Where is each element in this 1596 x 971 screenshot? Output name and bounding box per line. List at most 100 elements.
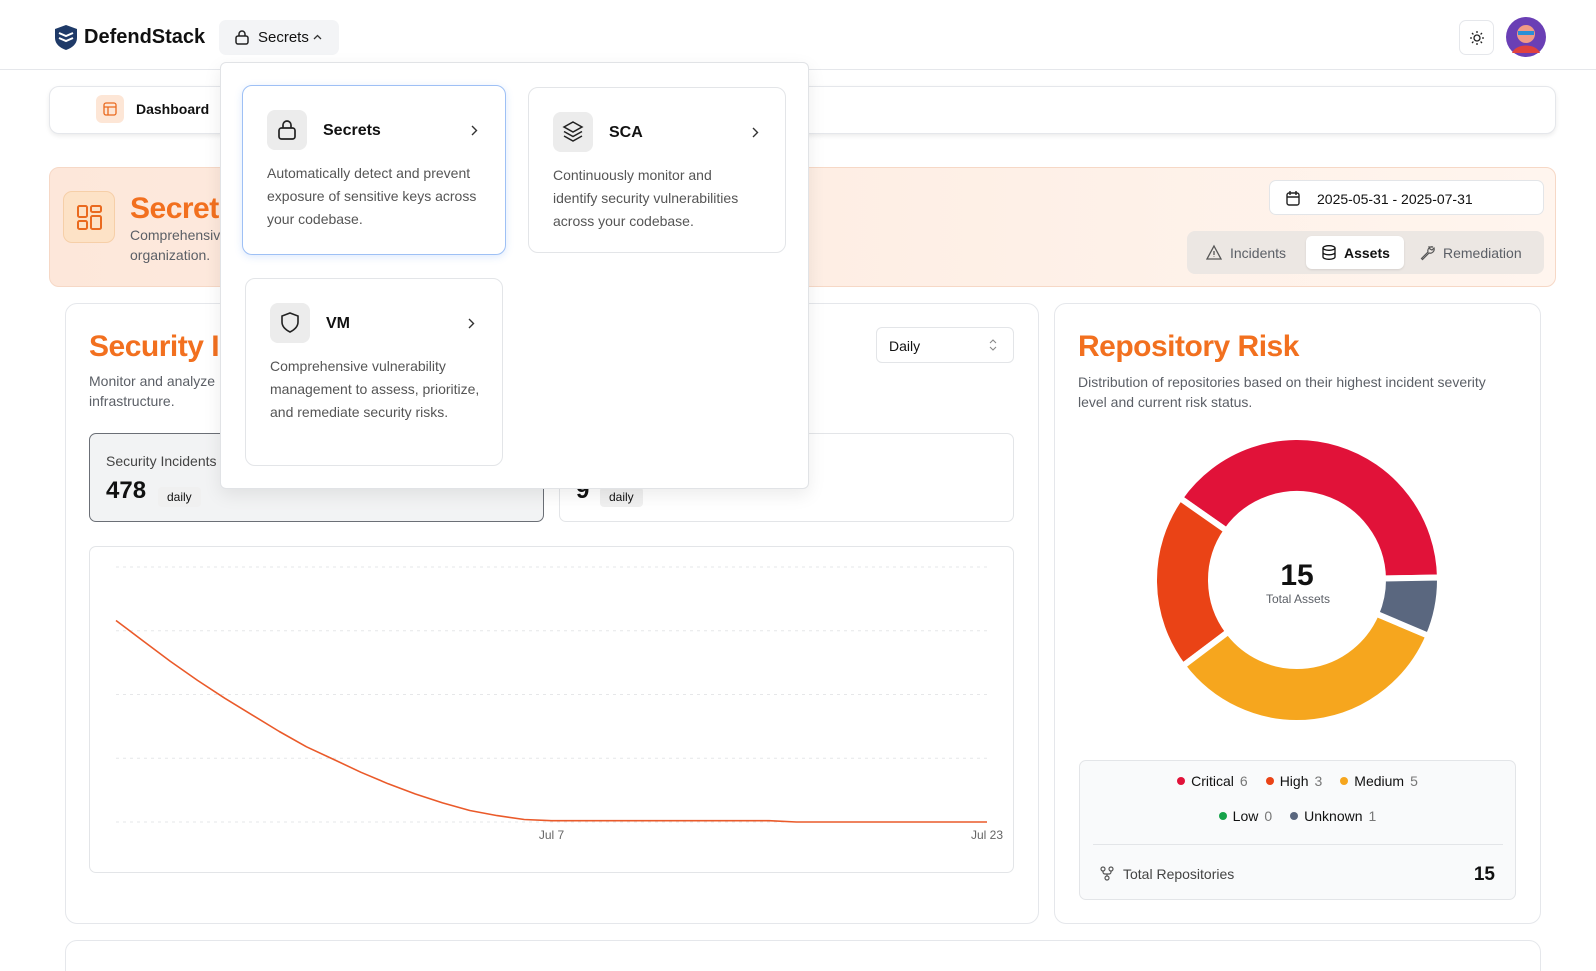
legend-item: Medium 5 — [1340, 773, 1418, 789]
icon-part — [1108, 866, 1114, 872]
nav-item[interactable]: Dashboard — [136, 101, 210, 117]
avatar[interactable] — [1506, 17, 1546, 57]
dropdown-card[interactable]: SCA Continuously monitor and identify se… — [528, 87, 786, 253]
icon-part — [90, 215, 102, 230]
banner-description: Comprehensiv — [130, 227, 221, 243]
legend-dot — [1265, 777, 1274, 785]
legend-value: 3 — [1314, 773, 1323, 789]
dropdown-icon — [270, 303, 310, 343]
legend-label: Low — [1232, 808, 1259, 824]
chevron-right — [471, 125, 478, 136]
legend-value: 1 — [1368, 808, 1377, 824]
chevron-right — [468, 318, 475, 329]
dropdown-card[interactable]: Secrets Automatically detect and prevent… — [242, 85, 506, 255]
card-title: Security I — [89, 330, 220, 363]
lock-icon — [235, 30, 249, 45]
avatar-glasses — [1518, 31, 1534, 35]
menu-button[interactable]: Secrets — [219, 20, 339, 55]
icon-part — [90, 205, 102, 213]
stat-unit: daily — [600, 487, 643, 507]
logo-shield — [55, 25, 77, 50]
tab-active-bg — [1306, 236, 1404, 269]
chevron-right — [752, 127, 759, 138]
icon-part — [282, 120, 292, 128]
dropdown-title: Secrets — [323, 122, 381, 139]
legend-value: 5 — [1410, 773, 1418, 789]
legend-row: Low 0 Unknown 1 — [1079, 808, 1516, 824]
icon-part — [1100, 866, 1106, 872]
legend: Critical 6 High 3 Medium 5 Low 0 Unknown 1 — [1079, 760, 1516, 840]
dropdown-icon — [267, 110, 307, 150]
dropdown-title: VM — [326, 315, 350, 332]
banner-icon — [63, 191, 115, 243]
date-picker[interactable]: 2025-05-31 - 2025-07-31 — [1269, 180, 1544, 215]
chart-box — [89, 546, 1014, 873]
total-label: Total Repositories — [1123, 866, 1235, 882]
card-description: infrastructure. — [89, 393, 175, 409]
wrench-icon — [1420, 246, 1435, 261]
card-description: Monitor and analyze — [89, 373, 216, 389]
icon-part — [752, 127, 759, 138]
database-icon — [1322, 245, 1336, 260]
icon-part — [1287, 191, 1299, 198]
icon-part — [313, 34, 322, 40]
icon-part — [281, 312, 299, 333]
center-value: 15 — [1280, 559, 1314, 592]
menu-label: Secrets — [258, 29, 309, 46]
icon-part — [1102, 871, 1112, 876]
stat-value: 478 — [106, 477, 147, 504]
dropdown-description: Continuously monitor and identify securi… — [553, 167, 739, 229]
legend-value: 6 — [1239, 773, 1248, 789]
chevron-up — [313, 34, 322, 40]
tabs: Incidents Assets Remediation — [1187, 231, 1544, 274]
icon-part — [562, 121, 584, 142]
icon-part — [1104, 875, 1110, 881]
icon-part — [1322, 245, 1336, 251]
icon-part — [238, 30, 246, 36]
theme-toggle[interactable] — [1459, 20, 1494, 55]
icon-part — [103, 102, 117, 116]
icon-part — [1470, 31, 1484, 45]
updown-icon — [989, 339, 997, 351]
period-select[interactable]: Daily — [876, 327, 1014, 363]
dropdown-card[interactable]: VM Comprehensive vulnerability managemen… — [245, 278, 503, 466]
warning-icon — [1205, 244, 1223, 260]
legend-row: Critical 6 High 3 Medium 5 — [1079, 773, 1516, 789]
stat-label: Security Incidents — [106, 453, 217, 469]
layout-icon — [103, 102, 117, 116]
period-label: Daily — [889, 338, 921, 354]
legend-dot — [1290, 812, 1299, 820]
total-value: 15 — [1473, 864, 1495, 885]
dropdown: Secrets Automatically detect and prevent… — [220, 62, 809, 489]
tab[interactable]: Remediation — [1443, 245, 1522, 261]
tab[interactable]: Assets — [1344, 245, 1390, 261]
icon-part — [1205, 244, 1223, 260]
legend-item: Critical 6 — [1177, 773, 1248, 789]
brand: DefendStack — [84, 26, 206, 48]
dropdown-description: Automatically detect and prevent exposur… — [267, 165, 477, 227]
repository-card: Repository Risk Distribution of reposito… — [1054, 303, 1541, 924]
banner-title: Secret — [130, 192, 219, 225]
legend-value: 0 — [1264, 808, 1273, 824]
avatar-body — [1512, 45, 1540, 53]
icon-part — [1322, 248, 1336, 260]
legend-dot — [1340, 777, 1349, 785]
nav-icon — [96, 95, 124, 123]
lock-icon — [278, 120, 296, 140]
divider — [1093, 844, 1503, 845]
layers-icon — [562, 121, 584, 142]
tab[interactable]: Incidents — [1230, 245, 1287, 261]
banner-description: organization. — [130, 247, 211, 263]
legend-label: Critical — [1191, 773, 1234, 789]
icon-part — [77, 220, 88, 230]
icon-part — [278, 127, 296, 140]
logo-stripes — [58, 32, 74, 43]
legend-item: High 3 — [1265, 773, 1323, 789]
logo — [55, 25, 77, 50]
card-title: Repository Risk — [1078, 330, 1299, 363]
calendar-icon — [1286, 191, 1300, 206]
icon-part — [989, 339, 997, 351]
